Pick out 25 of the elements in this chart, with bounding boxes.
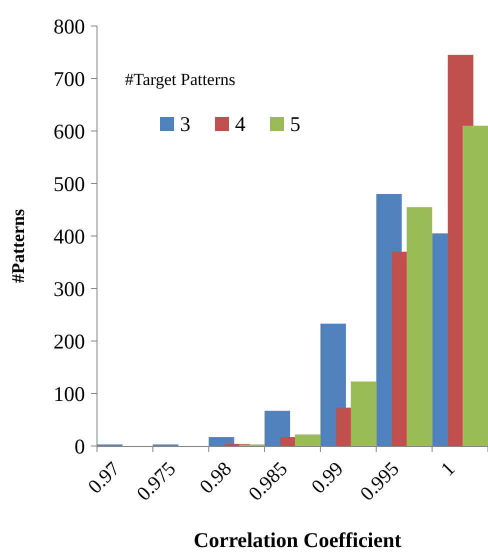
y-tick-label: 300 [54,276,85,301]
y-tick-label: 100 [54,382,85,406]
legend-label: 3 [180,112,190,136]
x-tick-label: 0.97 [84,458,124,498]
y-axis-title: #Patterns [8,209,28,283]
legend-title: #Target Patterns [125,70,236,89]
x-axis-title: Correlation Coefficient [194,528,402,552]
bar [406,207,432,446]
y-tick-label: 0 [74,434,85,458]
x-tick-label: 1 [436,458,460,481]
bar [294,434,320,446]
y-tick-label: 700 [54,66,85,91]
y-tick-label: 800 [54,14,85,38]
y-tick-label: 500 [54,172,85,196]
y-tick-label: 600 [54,119,85,144]
x-tick-label: 0.98 [196,458,236,498]
y-tick-label: 400 [54,224,85,248]
bar [350,381,376,446]
bar [264,410,290,446]
legend-label: 4 [235,112,246,136]
legend-label: 5 [290,112,300,136]
bar [208,437,234,446]
y-tick-label: 200 [54,329,85,354]
bar [462,126,488,446]
x-tick-label: 0.99 [307,458,348,498]
